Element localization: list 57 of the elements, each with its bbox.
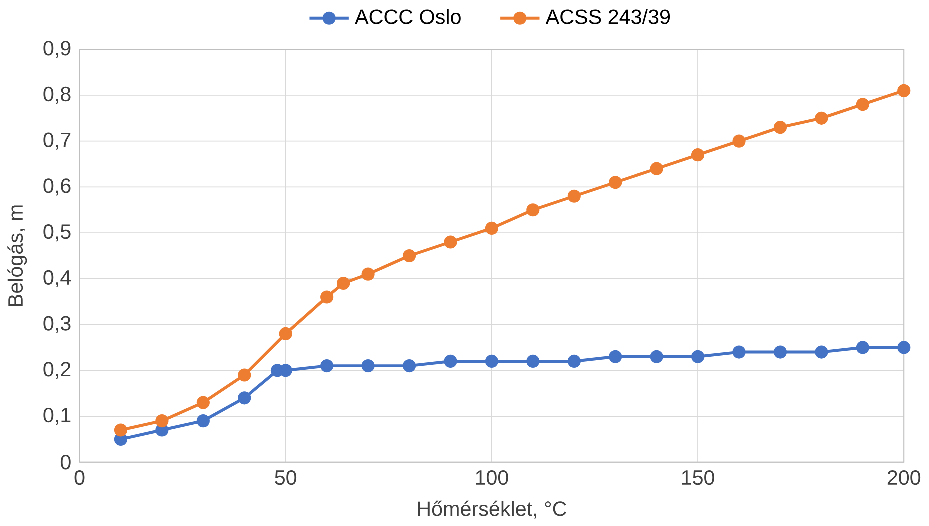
point xyxy=(815,112,828,125)
point xyxy=(568,190,581,203)
point xyxy=(402,359,416,372)
point xyxy=(774,120,788,134)
point xyxy=(526,354,540,368)
legend-label: ACSS 243/39 xyxy=(546,8,670,24)
point xyxy=(485,354,498,368)
point xyxy=(898,340,911,354)
point xyxy=(238,391,252,405)
point xyxy=(732,134,746,148)
point xyxy=(444,354,458,368)
point xyxy=(238,368,252,382)
point xyxy=(402,249,416,262)
point xyxy=(774,346,788,359)
point xyxy=(856,98,870,112)
point xyxy=(650,162,664,176)
point xyxy=(114,424,128,437)
point xyxy=(732,346,746,359)
point xyxy=(337,276,350,290)
point xyxy=(320,359,334,372)
point xyxy=(856,340,870,354)
legend-label: ACCC Oslo xyxy=(355,8,461,24)
x-tick-label: 50 xyxy=(275,470,297,485)
y-tick-label: 0,6 xyxy=(44,178,71,196)
point xyxy=(691,350,705,364)
y-tick-label: 0,1 xyxy=(44,408,71,425)
point xyxy=(691,148,705,162)
point xyxy=(362,268,375,281)
point xyxy=(815,346,828,359)
x-tick-label: 200 xyxy=(888,470,921,485)
y-tick-label: 0,4 xyxy=(44,270,72,288)
y-tick-label: 0,3 xyxy=(44,316,71,334)
point xyxy=(279,327,292,340)
y-axis-title: Belógás, m xyxy=(8,206,28,306)
point xyxy=(568,354,581,368)
point xyxy=(196,414,210,428)
point xyxy=(444,236,458,249)
y-tick-label: 0,2 xyxy=(44,362,71,379)
y-tick-label: 0,8 xyxy=(44,86,71,104)
x-tick-label: 150 xyxy=(682,470,714,485)
point xyxy=(320,290,334,304)
x-tick-label: 100 xyxy=(476,470,508,485)
point xyxy=(609,350,622,364)
point xyxy=(196,396,210,410)
point xyxy=(898,84,911,98)
point xyxy=(362,359,375,372)
x-axis-title: Hőmérséklet, °C xyxy=(418,500,566,519)
y-tick-label: 0,7 xyxy=(44,132,71,150)
point xyxy=(526,203,540,216)
y-tick-label: 0 xyxy=(60,454,71,470)
point xyxy=(156,414,169,428)
y-tick-label: 0,9 xyxy=(44,40,71,58)
point xyxy=(650,350,664,364)
x-tick-label: 0 xyxy=(74,470,85,485)
y-tick-label: 0,5 xyxy=(44,224,71,242)
point xyxy=(609,176,622,189)
point xyxy=(485,222,498,235)
